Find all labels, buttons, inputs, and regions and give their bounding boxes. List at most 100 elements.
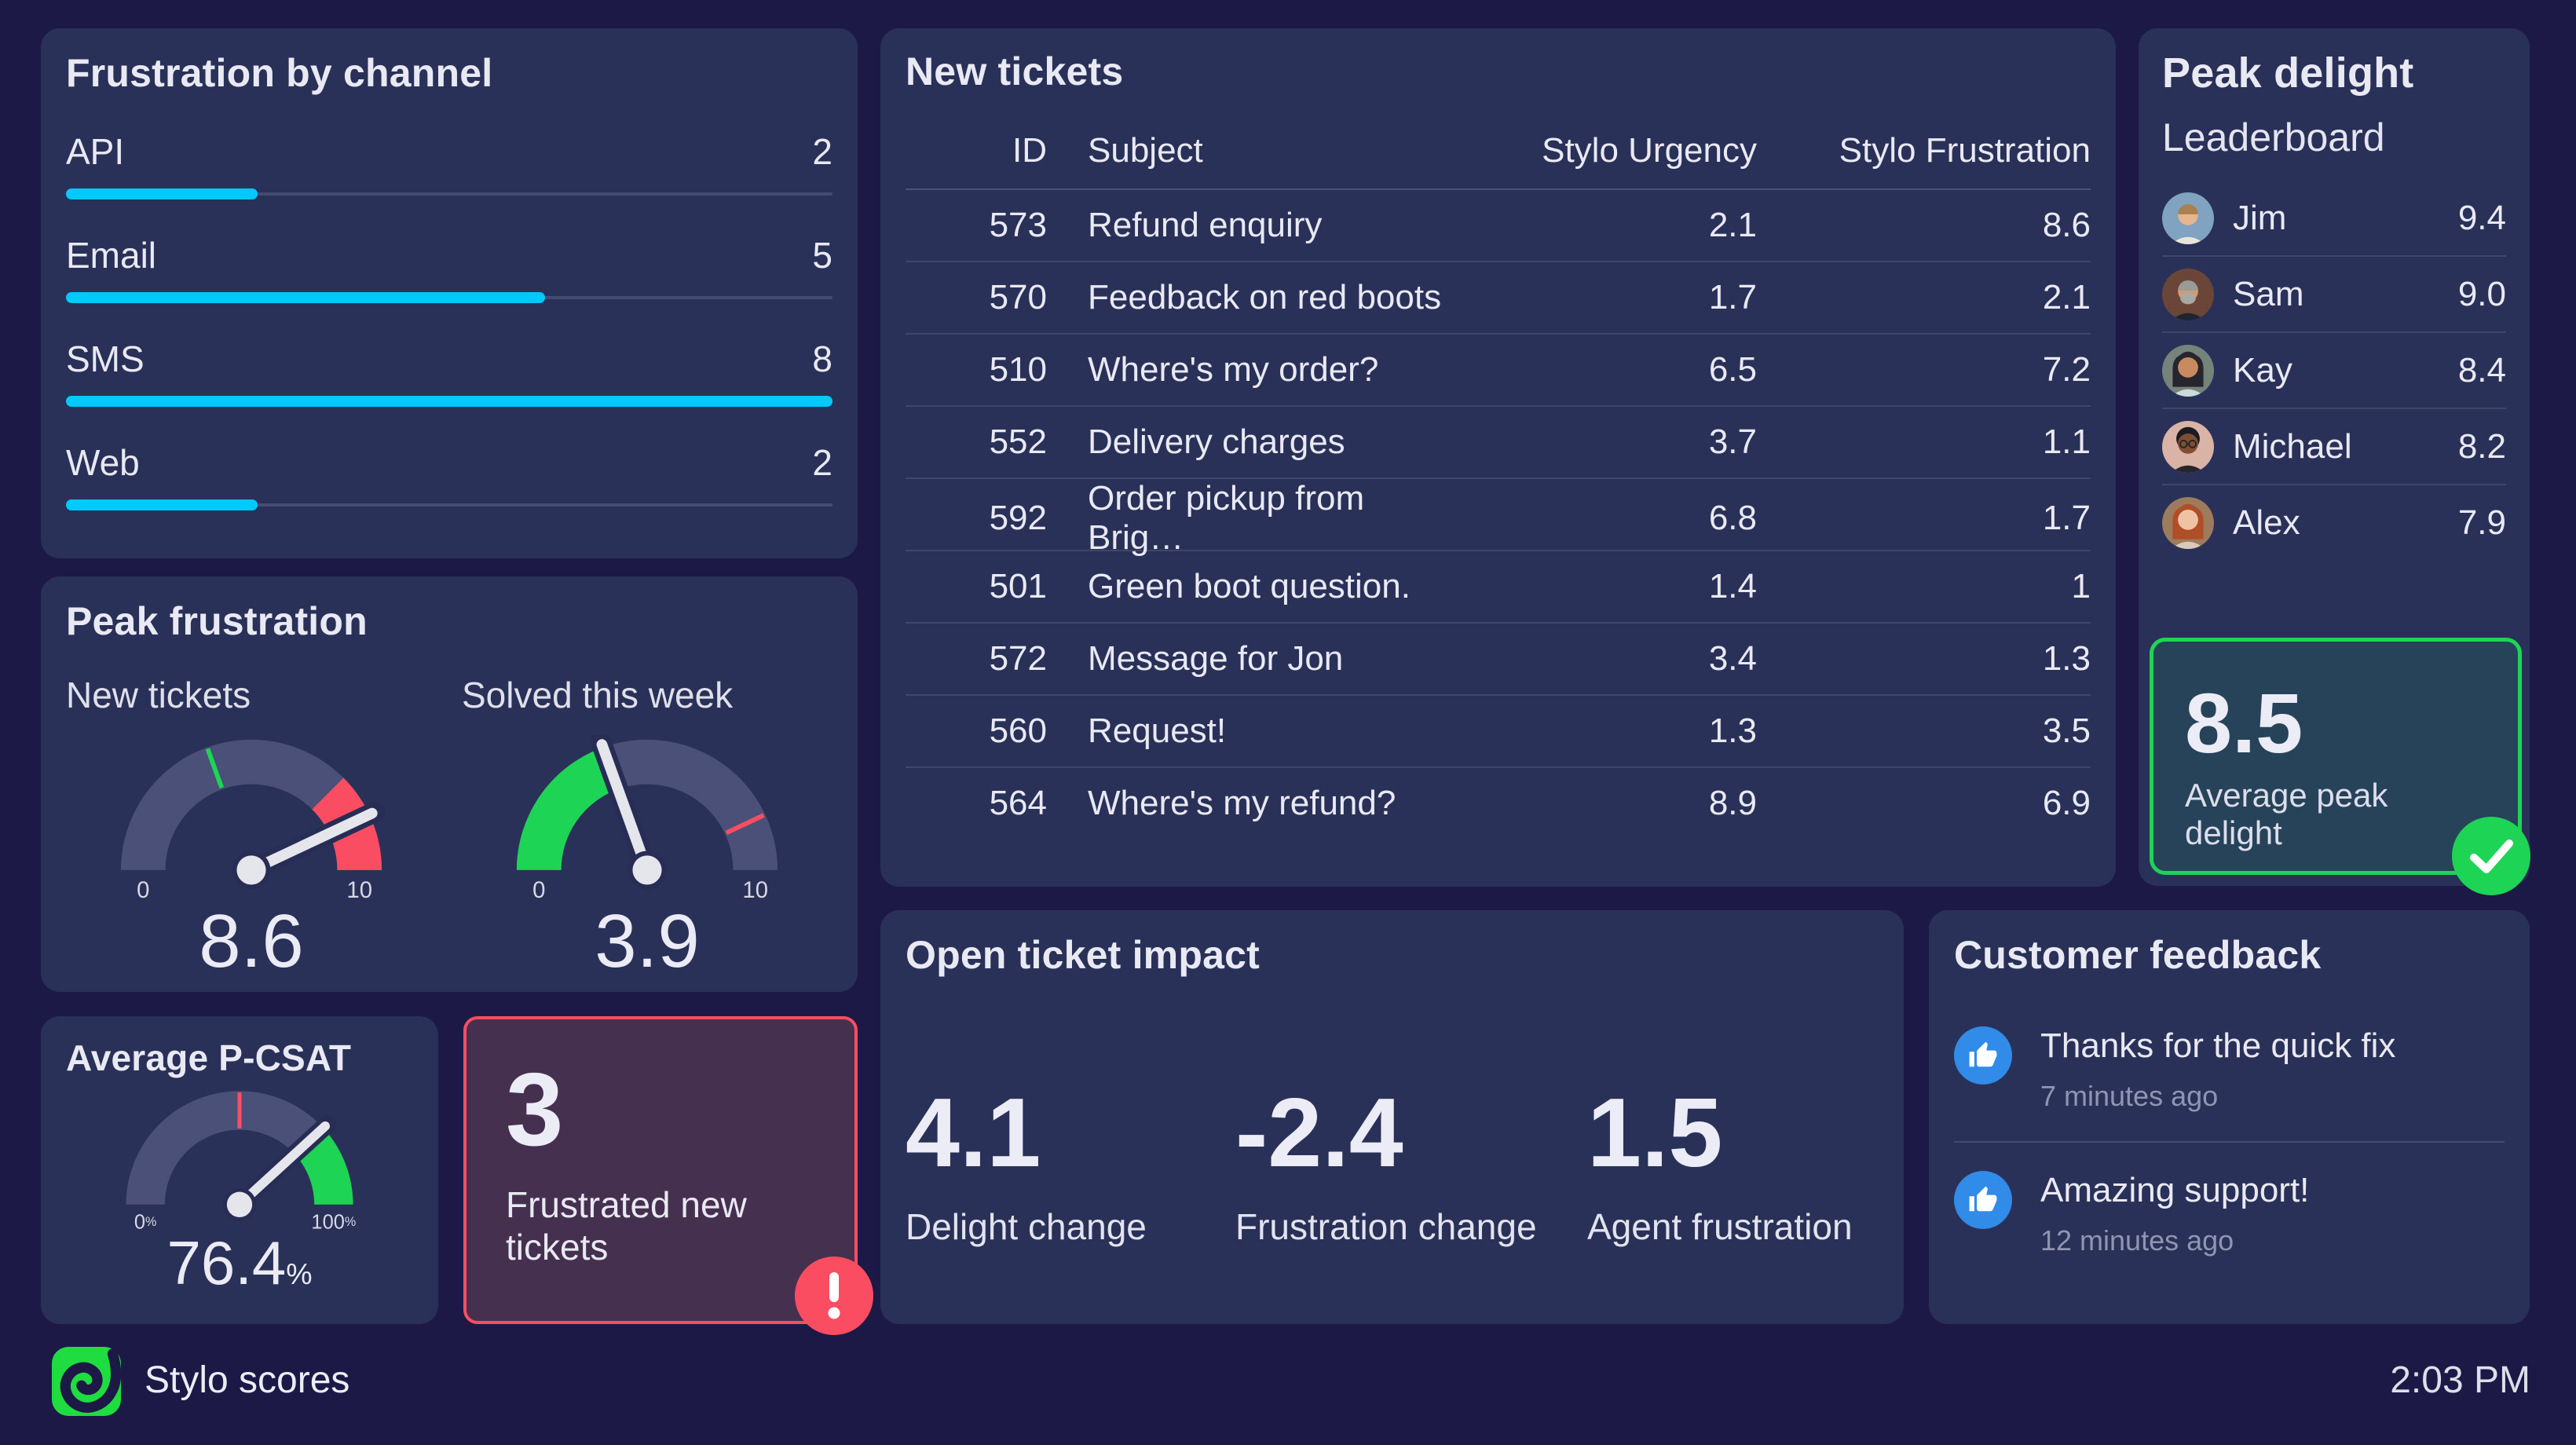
ticket-row[interactable]: 572 Message for Jon 3.4 1.3 [906,622,2091,694]
ticket-id: 510 [989,350,1047,389]
panel-title: Customer feedback [1954,933,2322,977]
impact-stat: 4.1 Delight change [906,1085,1235,1248]
feedback-texts: Thanks for the quick fix 7 minutes ago [2040,1026,2395,1113]
ticket-urgency: 3.4 [1708,639,1757,678]
channel-label: API [66,131,125,172]
ticket-frustration: 1.3 [2042,639,2091,678]
ticket-urgency: 1.4 [1708,567,1757,605]
leaderboard-row-michael[interactable]: Michael 8.2 [2162,408,2506,484]
check-icon [2452,817,2530,895]
channel-label: SMS [66,338,145,379]
impact-value: -2.4 [1235,1079,1403,1187]
new-tickets-panel: New tickets ID Subject Stylo Urgency Sty… [880,28,2116,887]
thumbs-up-icon [1954,1026,2012,1085]
leaderboard-row-sam[interactable]: Sam 9.0 [2162,255,2506,331]
frustration-by-channel-panel: Frustration by channel API 2 Email 5 SMS… [41,28,858,558]
avatar [2162,344,2214,397]
open-ticket-impact-panel: Open ticket impact 4.1 Delight change -2… [880,910,1904,1324]
feedback-list: Thanks for the quick fix 7 minutes ago A… [1954,998,2505,1286]
agent-score: 7.9 [2457,503,2506,542]
channel-bar [66,292,545,303]
channel-value: 2 [812,442,832,483]
ticket-id: 564 [989,784,1047,822]
agent-score: 9.4 [2457,198,2506,237]
exclamation-icon [795,1257,873,1335]
ticket-row[interactable]: 570 Feedback on red boots 1.7 2.1 [906,261,2091,333]
feedback-time: 12 minutes ago [2040,1224,2234,1257]
avatar [2162,496,2214,549]
ticket-row[interactable]: 592 Order pickup from Brig… 6.8 1.7 [906,477,2091,557]
feedback-item[interactable]: Amazing support! 12 minutes ago [1954,1141,2505,1286]
panel-title: Frustration by channel [66,51,493,95]
svg-text:0: 0 [532,877,545,901]
solved-this-week-gauge: 0 10 [462,735,832,901]
column-header-frustration: Stylo Frustration [1839,131,2091,170]
agent-name: Alex [2233,503,2300,542]
ticket-urgency: 1.3 [1708,712,1757,750]
svg-text:10: 10 [742,877,768,901]
avatar [2162,268,2214,320]
app-title: Stylo scores [145,1359,350,1401]
ticket-subject: Green boot question. [1088,567,1411,605]
svg-text:0: 0 [137,877,149,901]
channel-bar [66,396,832,407]
ticket-urgency: 3.7 [1708,423,1757,461]
channel-row-web: Web 2 [66,441,832,510]
ticket-subject: Where's my order? [1088,350,1379,389]
panel-title: Peak frustration [66,599,368,643]
gauge-label: Solved this week [462,675,734,715]
impact-label: Agent frustration [1587,1206,1853,1247]
panel-title: New tickets [906,49,1124,93]
leaderboard-row-alex[interactable]: Alex 7.9 [2162,484,2506,560]
channel-value: 2 [812,131,832,172]
channel-label: Web [66,442,140,483]
solved-this-week-gauge-block: Solved this week 0 10 3.9 [462,674,832,982]
ticket-frustration: 1.7 [2042,499,2091,537]
channel-bar [66,188,258,199]
impact-stat: 1.5 Agent frustration [1587,1085,1879,1248]
channel-bar-list: API 2 Email 5 SMS 8 Web 2 [66,130,832,510]
avatar [2162,420,2214,473]
ticket-row[interactable]: 501 Green boot question. 1.4 1 [906,550,2091,622]
table-header: ID Subject Stylo Urgency Stylo Frustrati… [906,113,2091,190]
ticket-frustration: 1 [2071,567,2091,605]
channel-row-email: Email 5 [66,234,832,303]
impact-label: Delight change [906,1206,1147,1247]
ticket-row[interactable]: 573 Refund enquiry 2.1 8.6 [906,190,2091,261]
leaderboard-subtitle: Leaderboard [2162,115,2385,159]
ticket-subject: Order pickup from Brig… [1088,479,1365,557]
ticket-id: 592 [989,499,1047,537]
ticket-frustration: 1.1 [2042,423,2091,461]
leaderboard-row-jim[interactable]: Jim 9.4 [2162,181,2506,255]
clock: 2:03 PM [2390,1359,2530,1401]
column-header-urgency: Stylo Urgency [1542,131,1757,170]
feedback-text: Thanks for the quick fix [2040,1026,2396,1065]
ticket-id: 560 [989,712,1047,750]
ticket-subject: Refund enquiry [1088,206,1323,244]
gauge-value: 8.6 [199,899,304,983]
gauge-value: 76.4% [166,1228,313,1297]
ticket-urgency: 6.5 [1708,350,1757,389]
ticket-frustration: 2.1 [2042,278,2091,316]
agent-score: 8.4 [2457,350,2506,390]
ticket-row[interactable]: 510 Where's my order? 6.5 7.2 [906,333,2091,405]
agent-score: 9.0 [2457,274,2506,313]
channel-value: 5 [812,235,832,276]
ticket-id: 573 [989,206,1047,244]
impact-value: 4.1 [906,1079,1041,1187]
agent-name: Jim [2233,198,2287,237]
ticket-subject: Message for Jon [1088,639,1344,678]
impact-stat: -2.4 Frustration change [1235,1085,1587,1248]
ticket-id: 501 [989,567,1047,605]
feedback-item[interactable]: Thanks for the quick fix 7 minutes ago [1954,998,2505,1141]
feedback-texts: Amazing support! 12 minutes ago [2040,1171,2309,1257]
frustrated-new-tickets-card: 3 Frustrated new tickets [463,1016,873,1335]
ticket-row[interactable]: 564 Where's my refund? 8.9 6.9 [906,766,2091,839]
average-peak-delight-label: Average peak delight [2185,777,2388,851]
column-header-id: ID [1012,131,1047,170]
ticket-row[interactable]: 552 Delivery charges 3.7 1.1 [906,405,2091,477]
thumbs-up-icon [1954,1171,2012,1229]
ticket-row[interactable]: 560 Request! 1.3 3.5 [906,694,2091,766]
channel-row-sms: SMS 8 [66,338,832,407]
leaderboard-row-kay[interactable]: Kay 8.4 [2162,331,2506,408]
